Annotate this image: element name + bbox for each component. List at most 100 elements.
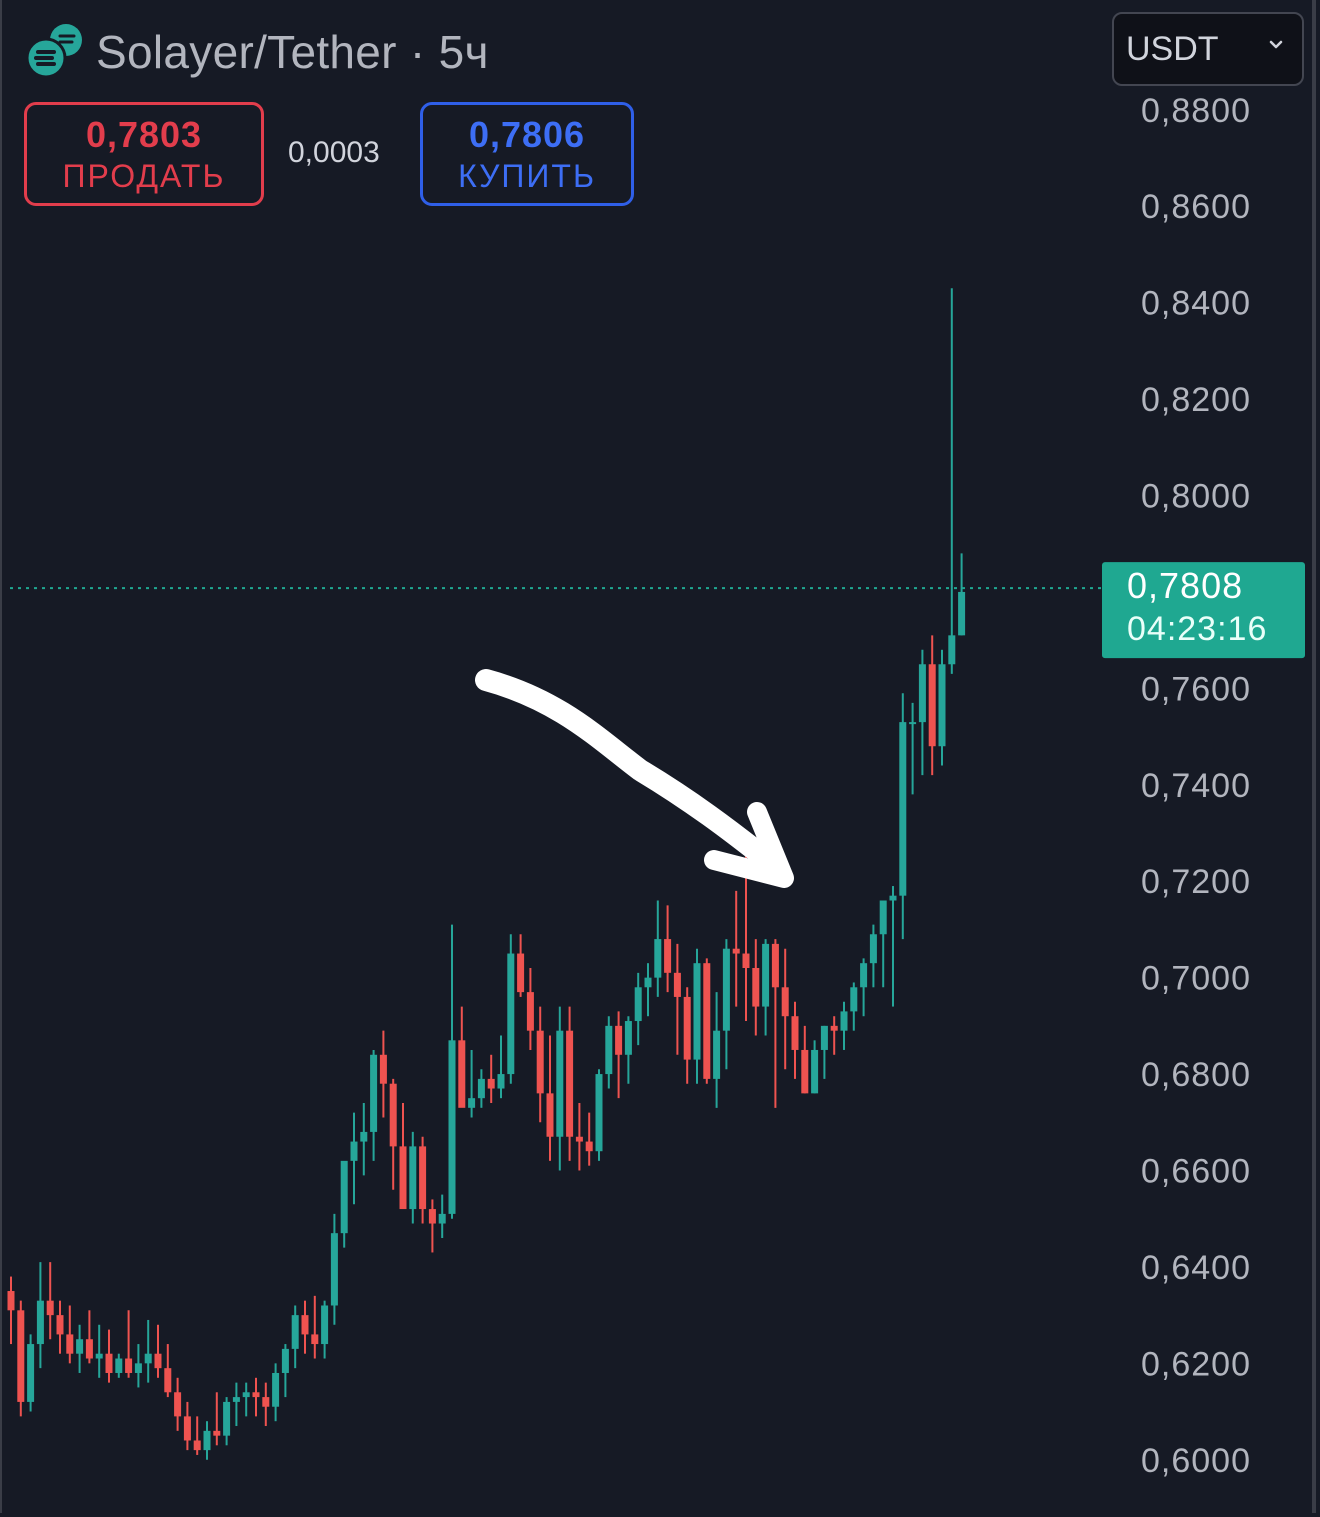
candle [370,1049,378,1161]
candle-body [526,992,534,1031]
candle-body [781,987,789,1017]
candle [448,924,456,1219]
buy-price: 0,7806 [468,113,586,155]
y-tick-label: 0,8200 [1141,381,1251,419]
candle-body [869,934,877,964]
candle [497,1035,505,1099]
candle [350,1112,358,1205]
candle-body [634,987,642,1022]
candle-body [262,1397,270,1407]
candle [340,1160,348,1248]
candle-body [370,1054,378,1132]
y-tick-label: 0,7200 [1141,863,1251,901]
candle-body [76,1339,84,1354]
buy-label: КУПИТЬ [458,157,596,194]
candle-body [683,996,691,1060]
candle [272,1363,280,1422]
solayer-tether-logo-icon [22,20,86,84]
candle [56,1300,64,1354]
candle-body [164,1368,172,1393]
candle-body [272,1372,280,1407]
candle-body [105,1353,113,1373]
candle [928,635,936,776]
candle [321,1300,329,1359]
candle-body [36,1300,44,1345]
candle [546,1035,554,1161]
candle-body [193,1440,201,1451]
spread-value: 0,0003 [288,136,380,169]
candle [791,1001,799,1079]
candle-body [644,977,652,988]
price-tag-background [1102,562,1305,659]
candle-body [468,1098,476,1108]
y-tick-label: 0,6400 [1141,1249,1251,1287]
candle [713,992,721,1108]
candle [536,1006,544,1123]
candle-body [713,1030,721,1079]
candle-body [223,1401,231,1436]
candle [7,1276,15,1345]
candle [526,968,534,1050]
candle [850,982,858,1031]
candle [664,905,672,993]
candle-body [517,953,525,993]
candle-body [213,1430,221,1436]
candle [654,900,662,997]
y-tick-label: 0,7400 [1141,767,1251,805]
candle-body [242,1392,250,1398]
candle-body [811,1049,819,1094]
candle-body [95,1353,103,1359]
y-tick-label: 0,8800 [1141,92,1251,130]
candle [575,1102,583,1171]
candle [732,890,740,1007]
candle-body [419,1146,427,1210]
candle-body [722,948,730,1031]
candle [46,1262,54,1340]
y-axis: 0,8800 0,8600 0,8400 0,8200 0,8000 0,7600 0,74… [1141,92,1251,1480]
candle [517,934,525,997]
candle [468,1049,476,1118]
candle [889,886,897,1007]
candle-body [438,1213,446,1224]
candle-body [232,1397,240,1402]
candle-body [566,1030,574,1137]
bar-countdown: 04:23:16 [1127,610,1267,648]
candle [771,939,779,1108]
candle-body [66,1334,74,1354]
candle-body [56,1315,64,1335]
y-tick-label: 0,8000 [1141,478,1251,516]
candle-body [281,1348,289,1373]
candle [507,934,515,1084]
candle [95,1324,103,1378]
candle-body [389,1083,397,1147]
candle-body [879,900,887,935]
candle [438,1194,446,1238]
candle-body [154,1353,162,1369]
candle-body [17,1310,25,1402]
candle [487,1054,495,1103]
sell-button[interactable]: 0,7803 ПРОДАТЬ [24,102,264,206]
candle-body [860,963,868,988]
candle [232,1382,240,1427]
buy-button[interactable]: 0,7806 КУПИТЬ [420,102,634,206]
candle-body [595,1074,603,1152]
candle-body [536,1030,544,1094]
candle-body [830,1025,838,1031]
candle-body [448,1040,456,1214]
candle [693,948,701,1084]
candle [820,1025,828,1079]
y-tick-label: 0,6200 [1141,1345,1251,1383]
candle [242,1382,250,1417]
candle-body [379,1054,387,1084]
candle [85,1310,93,1364]
candle-body [477,1078,485,1099]
y-tick-label: 0,7000 [1141,960,1251,998]
y-tick-label: 0,6600 [1141,1152,1251,1190]
candle [752,939,760,1036]
candle-body [291,1315,299,1349]
candle [556,1006,564,1171]
candle-body [311,1334,319,1345]
currency-select[interactable]: USDT [1112,12,1304,86]
candle [683,987,691,1084]
